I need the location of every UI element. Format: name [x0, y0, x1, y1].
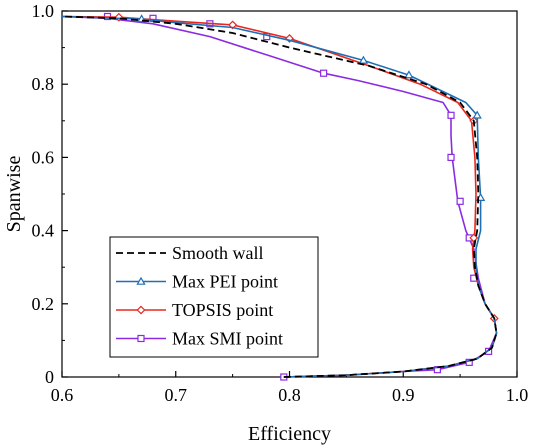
y-axis-title: Spanwise: [3, 156, 25, 233]
legend-label-topsis-point: TOPSIS point: [172, 300, 273, 320]
x-tick-label: 0.7: [165, 385, 188, 405]
series-point-topsis-point: [469, 233, 479, 243]
y-tick-label: 0.4: [32, 221, 55, 241]
series-point-max-smi-point: [465, 358, 473, 366]
x-axis-title: Efficiency: [248, 423, 331, 445]
series-point-max-smi-point: [320, 69, 328, 77]
series-point-max-pei-point: [472, 110, 482, 119]
x-tick-label: 1.0: [506, 385, 529, 405]
series-smooth-wall: [61, 15, 498, 378]
series-point-max-smi-point: [447, 153, 455, 161]
y-tick-label: 0.2: [32, 294, 55, 314]
y-tick-label: 1.0: [32, 1, 55, 21]
y-tick-label: 0.6: [32, 147, 55, 167]
legend-box: [109, 236, 319, 358]
legend: Smooth wall Max PEI point TOPSIS point Max …: [109, 236, 319, 358]
y-tick-label: 0: [45, 367, 54, 387]
x-tick-label: 0.6: [51, 385, 74, 405]
series-layer: [61, 12, 499, 381]
series-point-max-pei-point: [358, 55, 369, 64]
series-point-max-smi-point: [484, 347, 493, 355]
legend-marker-topsis-point: [136, 305, 146, 315]
x-tick-label: 0.9: [392, 385, 415, 405]
series-point-topsis-point: [114, 12, 124, 22]
series-point-max-smi-point: [447, 111, 455, 119]
legend-marker-max-smi-point: [137, 334, 145, 343]
y-tick-label: 0.8: [32, 74, 55, 94]
series-line-smooth-wall: [61, 15, 498, 378]
legend-label-max-smi-point: Max SMI point: [172, 329, 283, 349]
series-point-max-smi-point: [456, 197, 464, 205]
series-point-max-pei-point: [404, 70, 414, 79]
x-tick-label: 0.8: [278, 385, 301, 405]
legend-label-max-pei-point: Max PEI point: [172, 272, 278, 292]
legend-marker-max-pei-point: [136, 276, 146, 285]
legend-label-smooth-wall: Smooth wall: [172, 243, 264, 263]
